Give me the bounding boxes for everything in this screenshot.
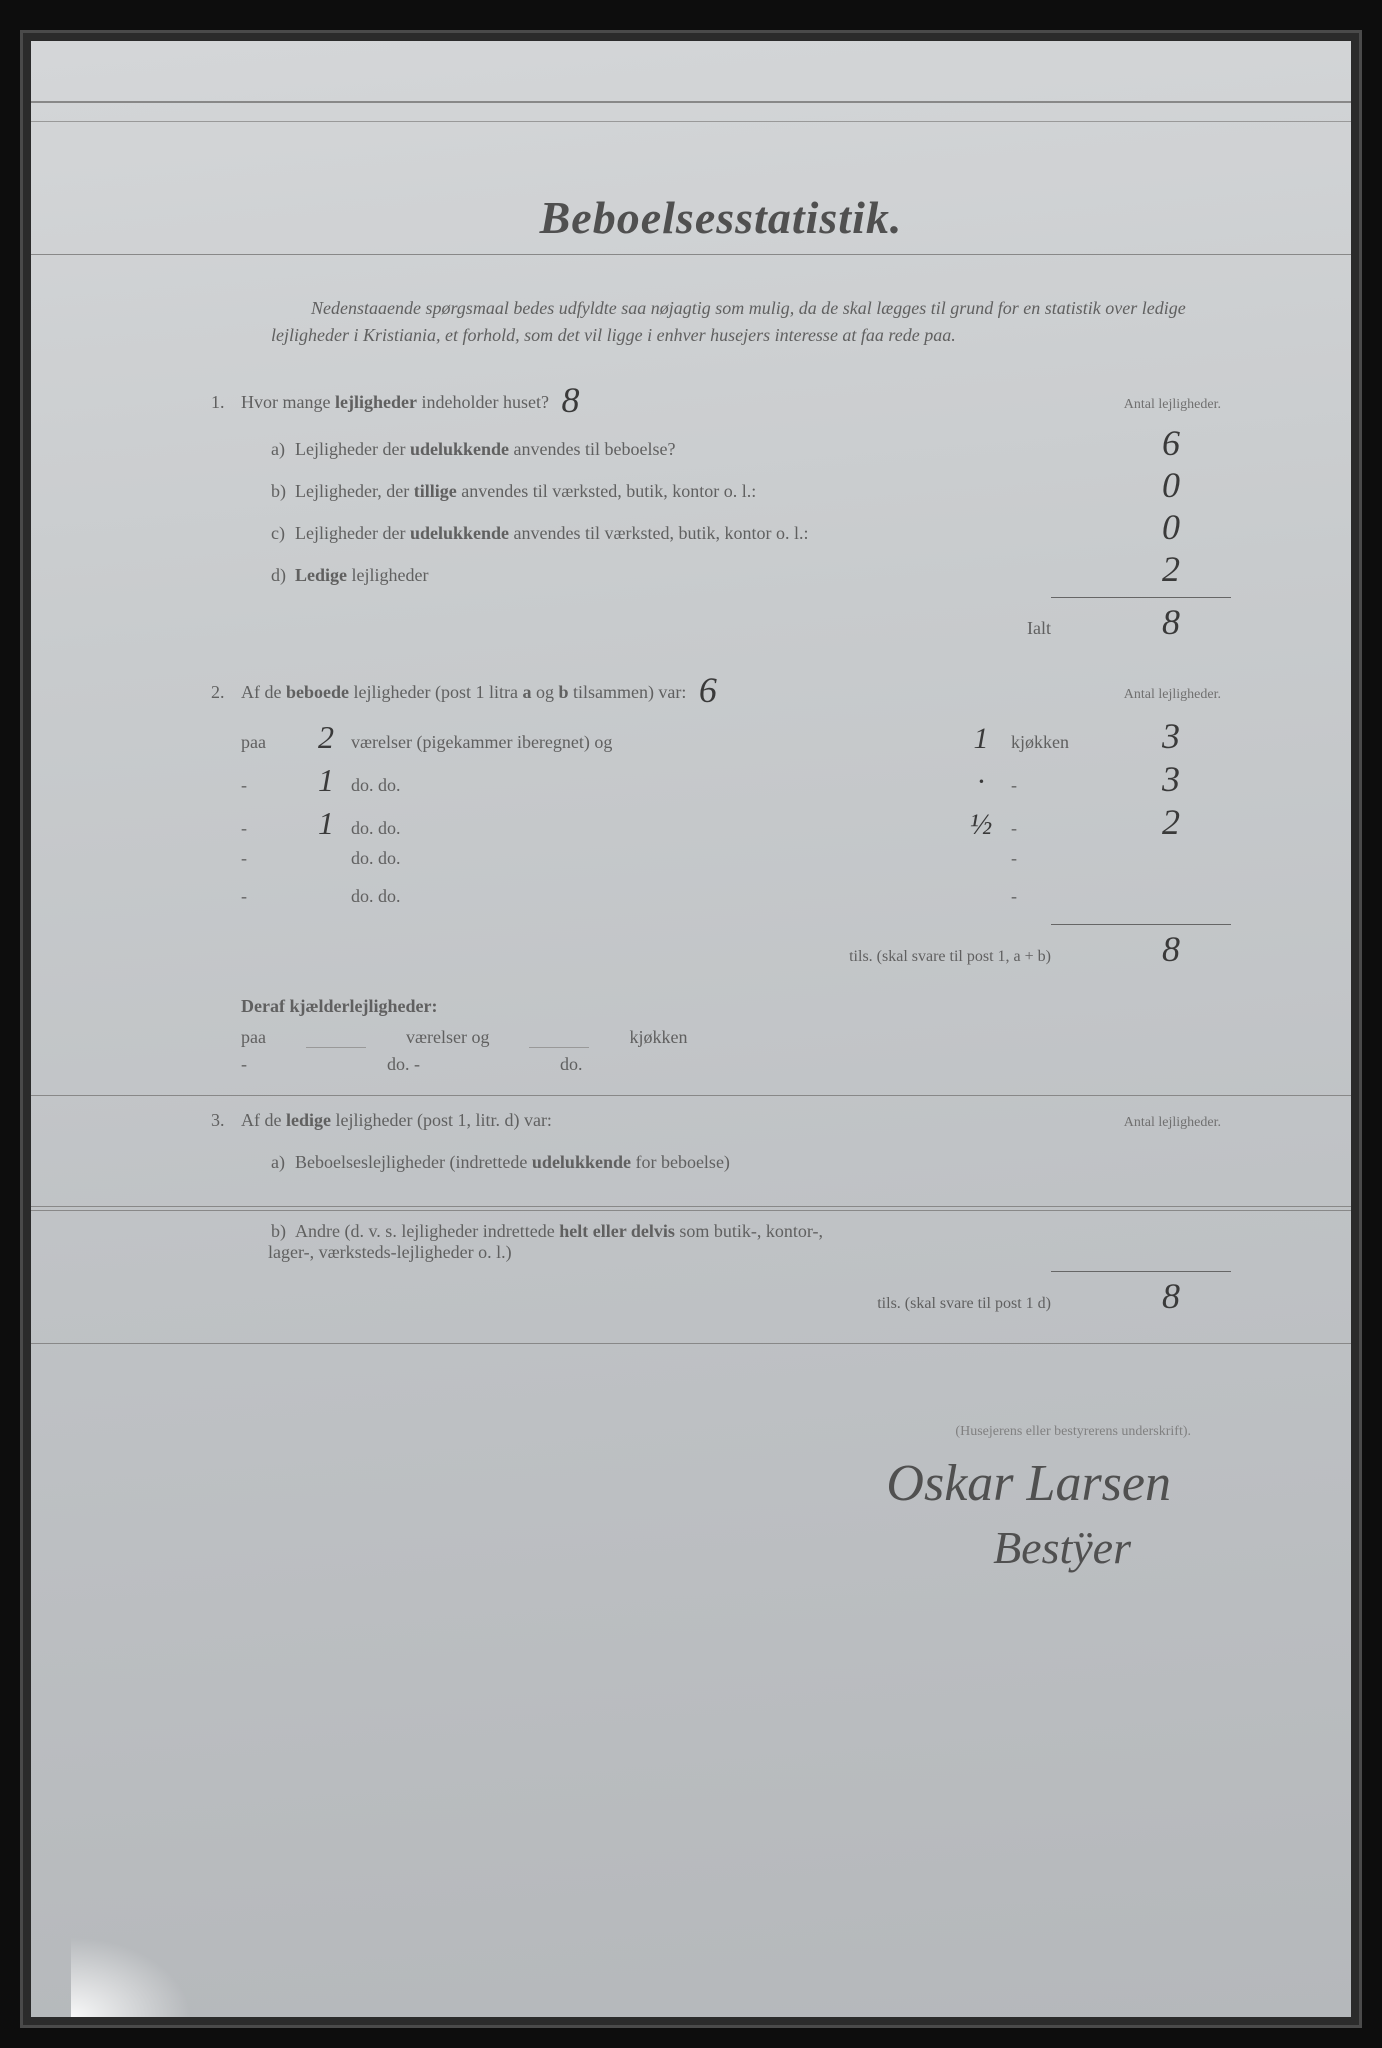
document-page: Beboelsesstatistik. Nedenstaaende spørgs… bbox=[31, 41, 1351, 2017]
kjn-1: 1 bbox=[951, 722, 1011, 756]
room-table: paa 2 værelser (pigekammer iberegnet) og… bbox=[241, 719, 1231, 918]
q2-lead: Af de beboede lejligheder (post 1 litra … bbox=[241, 669, 1101, 711]
scan-light-artifact bbox=[71, 1937, 191, 2017]
row3-ans: 2 bbox=[1111, 808, 1231, 837]
q1-total: 8 bbox=[1111, 608, 1231, 637]
room-row-5: - do. do. - bbox=[241, 886, 1231, 918]
room-row-4: - do. do. - bbox=[241, 848, 1231, 880]
q3-lead: Af de ledige lejligheder (post 1, litr. … bbox=[241, 1110, 1101, 1131]
signature-name: Oskar Larsen bbox=[211, 1450, 1171, 1518]
signature: Oskar Larsen Bestÿer bbox=[211, 1450, 1171, 1577]
room-row-2: - 1 do. do. · - 3 bbox=[241, 762, 1231, 799]
q1-answer: 8 bbox=[561, 380, 579, 420]
q1d-text: d)Ledige lejligheder bbox=[241, 565, 1111, 586]
rooms-1: 2 bbox=[301, 719, 351, 756]
row2-ans: 3 bbox=[1111, 765, 1231, 794]
q1-number: 1. bbox=[211, 392, 241, 413]
divider-double bbox=[31, 1206, 1351, 1211]
q1-text: Hvor mange lejligheder indeholder huset?… bbox=[241, 379, 1101, 421]
cellar-row-1: paa værelser og kjøkken bbox=[241, 1027, 1231, 1048]
divider-1 bbox=[31, 1095, 1351, 1096]
q1c-text: c)Lejligheder der udelukkende anvendes t… bbox=[241, 523, 1111, 544]
question-3b: b)Andre (d. v. s. lejligheder indrettede… bbox=[211, 1221, 1231, 1313]
divider-2 bbox=[31, 1343, 1351, 1344]
q3b-text: b)Andre (d. v. s. lejligheder indrettede… bbox=[241, 1221, 1111, 1263]
q1d-answer: 2 bbox=[1111, 555, 1231, 584]
q2-total: 8 bbox=[1111, 935, 1231, 964]
q1c-answer: 0 bbox=[1111, 513, 1231, 542]
question-1: 1. Hvor mange lejligheder indeholder hus… bbox=[211, 379, 1231, 639]
signature-role: Bestÿer bbox=[211, 1518, 1131, 1578]
rooms-3: 1 bbox=[301, 805, 351, 842]
q3-sum-rule bbox=[1051, 1271, 1231, 1272]
column-header-2: Antal lejligheder. bbox=[1101, 689, 1231, 700]
scan-outer-frame: Beboelsesstatistik. Nedenstaaende spørgs… bbox=[0, 0, 1382, 2048]
title-rule bbox=[31, 254, 1351, 255]
intro-paragraph: Nedenstaaende spørgsmaal bedes udfyldte … bbox=[271, 295, 1201, 349]
ialt-label: Ialt bbox=[1027, 618, 1051, 639]
page-title: Beboelsesstatistik. bbox=[211, 191, 1231, 244]
q2-tils-label: tils. (skal svare til post 1, a + b) bbox=[849, 948, 1051, 966]
signature-caption: (Husejerens eller bestyrerens underskrif… bbox=[211, 1424, 1191, 1440]
room-row-3: - 1 do. do. ½ - 2 bbox=[241, 805, 1231, 842]
deraf-label: Deraf kjælderlejligheder: bbox=[241, 996, 1231, 1017]
q1a-text: a)Lejligheder der udelukkende anvendes t… bbox=[241, 439, 1111, 460]
q2-number: 2. bbox=[211, 682, 241, 703]
q3-tils-label: tils. (skal svare til post 1 d) bbox=[877, 1295, 1051, 1313]
q2-sum-rule bbox=[1051, 924, 1231, 925]
kjn-3: ½ bbox=[951, 808, 1011, 842]
rooms-2: 1 bbox=[301, 762, 351, 799]
row1-ans: 3 bbox=[1111, 722, 1231, 751]
cellar-row-2: - do. - do. bbox=[241, 1054, 1231, 1075]
q1a-answer: 6 bbox=[1111, 429, 1231, 458]
q3-number: 3. bbox=[211, 1110, 241, 1131]
q1b-text: b)Lejligheder, der tillige anvendes til … bbox=[241, 481, 1111, 502]
room-row-1: paa 2 værelser (pigekammer iberegnet) og… bbox=[241, 719, 1231, 756]
q1b-answer: 0 bbox=[1111, 471, 1231, 500]
q3a-text: a)Beboelseslejligheder (indrettede udelu… bbox=[241, 1152, 1111, 1173]
question-2: 2. Af de beboede lejligheder (post 1 lit… bbox=[211, 669, 1231, 1075]
q2-lead-answer: 6 bbox=[699, 670, 717, 710]
q3-total: 8 bbox=[1111, 1282, 1231, 1311]
scan-border: Beboelsesstatistik. Nedenstaaende spørgs… bbox=[20, 30, 1362, 2028]
column-header-1: Antal lejligheder. bbox=[1101, 399, 1231, 410]
q1-sum-rule bbox=[1051, 597, 1231, 598]
question-3: 3. Af de ledige lejligheder (post 1, lit… bbox=[211, 1110, 1231, 1186]
kjn-2: · bbox=[951, 765, 1011, 799]
column-header-3: Antal lejligheder. bbox=[1101, 1117, 1231, 1128]
